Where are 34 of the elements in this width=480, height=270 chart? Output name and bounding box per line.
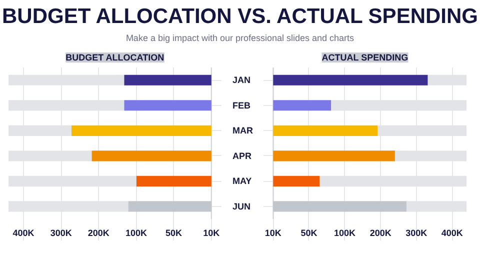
annotation: 200K xyxy=(370,228,392,238)
bar xyxy=(92,150,212,162)
bar xyxy=(124,74,212,86)
annotation: 100K xyxy=(334,228,356,238)
y-tick-label: APR xyxy=(232,150,252,161)
bar xyxy=(124,100,212,111)
y-tick-label: MAY xyxy=(232,176,252,186)
annotation: 50K xyxy=(166,228,183,238)
y-tick-label: JAN xyxy=(232,74,251,85)
y-tick-label: MAR xyxy=(232,125,254,136)
bar xyxy=(273,74,428,86)
bar xyxy=(136,176,212,186)
annotation: 300K xyxy=(406,228,428,238)
bar xyxy=(273,100,332,111)
chart-title: BUDGET ALLOCATION xyxy=(66,52,164,62)
annotation: 400K xyxy=(441,228,464,238)
annotation: 50K xyxy=(300,228,318,238)
bar xyxy=(273,200,407,212)
annotation: 100K xyxy=(125,228,148,238)
annotation: 10K xyxy=(203,228,220,238)
annotation: 300K xyxy=(50,228,72,238)
bar xyxy=(273,176,320,186)
bar xyxy=(71,125,212,136)
bar xyxy=(273,150,395,162)
chart-title: ACTUAL SPENDING xyxy=(322,52,408,62)
text: Make a big impact with our professional slides and charts xyxy=(126,32,354,45)
annotation: 10K xyxy=(264,228,282,238)
bar xyxy=(273,125,378,136)
y-tick-label: JUN xyxy=(232,201,251,212)
y-tick-label: FEB xyxy=(232,100,251,110)
annotation: 200K xyxy=(88,228,110,238)
annotation: 400K xyxy=(12,228,35,238)
text: BUDGET ALLOCATION VS. ACTUAL SPENDING xyxy=(2,4,478,30)
bar xyxy=(128,200,212,212)
